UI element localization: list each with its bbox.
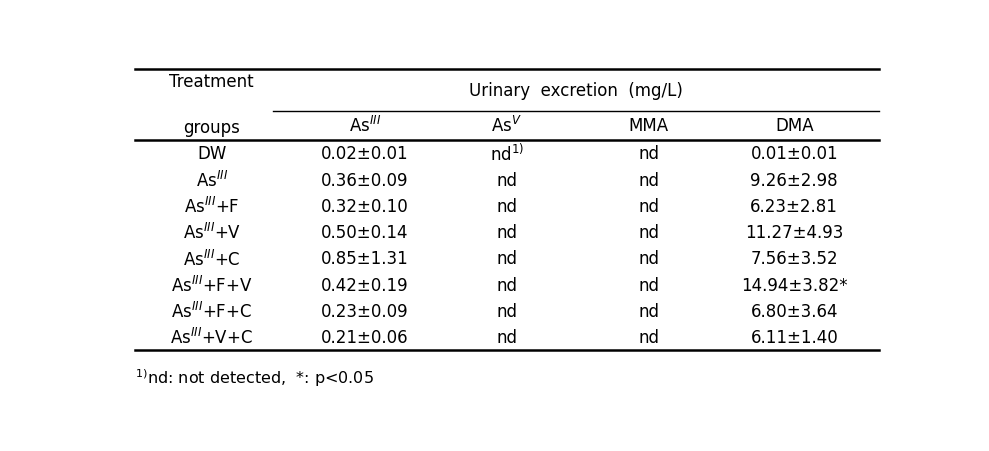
Text: $^{1)}$nd: not detected,  $*$: p<0.05: $^{1)}$nd: not detected, $*$: p<0.05 bbox=[135, 366, 374, 388]
Text: 0.85±1.31: 0.85±1.31 bbox=[321, 250, 408, 268]
Text: 0.01±0.01: 0.01±0.01 bbox=[751, 145, 838, 163]
Text: nd: nd bbox=[496, 224, 517, 242]
Text: nd: nd bbox=[496, 250, 517, 268]
Text: 7.56±3.52: 7.56±3.52 bbox=[751, 250, 838, 268]
Text: groups: groups bbox=[183, 119, 240, 137]
Text: nd: nd bbox=[638, 276, 659, 294]
Text: As$^{III}$: As$^{III}$ bbox=[196, 170, 227, 190]
Text: 0.36±0.09: 0.36±0.09 bbox=[321, 171, 408, 189]
Text: nd: nd bbox=[496, 198, 517, 216]
Text: As$^{III}$+C: As$^{III}$+C bbox=[183, 249, 240, 269]
Text: 0.42±0.19: 0.42±0.19 bbox=[321, 276, 408, 294]
Text: DW: DW bbox=[197, 145, 226, 163]
Text: As$^{III}$: As$^{III}$ bbox=[349, 116, 381, 136]
Text: As$^{III}$+F+V: As$^{III}$+F+V bbox=[171, 275, 252, 295]
Text: As$^{III}$+F+C: As$^{III}$+F+C bbox=[171, 301, 252, 322]
Text: nd: nd bbox=[496, 171, 517, 189]
Text: nd: nd bbox=[638, 329, 659, 346]
Text: nd: nd bbox=[638, 224, 659, 242]
Text: 6.11±1.40: 6.11±1.40 bbox=[751, 329, 838, 346]
Text: nd: nd bbox=[638, 302, 659, 320]
Text: 0.02±0.01: 0.02±0.01 bbox=[321, 145, 408, 163]
Text: 0.21±0.06: 0.21±0.06 bbox=[321, 329, 408, 346]
Text: 14.94±3.82*: 14.94±3.82* bbox=[741, 276, 848, 294]
Text: MMA: MMA bbox=[629, 117, 669, 135]
Text: 0.50±0.14: 0.50±0.14 bbox=[321, 224, 408, 242]
Text: Treatment: Treatment bbox=[169, 73, 254, 91]
Text: As$^{III}$+V+C: As$^{III}$+V+C bbox=[170, 327, 253, 348]
Text: nd$^{1)}$: nd$^{1)}$ bbox=[490, 143, 524, 165]
Text: As$^{III}$+F: As$^{III}$+F bbox=[184, 197, 239, 216]
Text: Urinary  excretion  (mg/L): Urinary excretion (mg/L) bbox=[469, 82, 682, 100]
Text: 0.32±0.10: 0.32±0.10 bbox=[321, 198, 408, 216]
Text: nd: nd bbox=[496, 329, 517, 346]
Text: 6.23±2.81: 6.23±2.81 bbox=[751, 198, 839, 216]
Text: nd: nd bbox=[638, 198, 659, 216]
Text: 6.80±3.64: 6.80±3.64 bbox=[751, 302, 838, 320]
Text: 11.27±4.93: 11.27±4.93 bbox=[745, 224, 844, 242]
Text: nd: nd bbox=[496, 276, 517, 294]
Text: 0.23±0.09: 0.23±0.09 bbox=[321, 302, 408, 320]
Text: nd: nd bbox=[638, 171, 659, 189]
Text: nd: nd bbox=[638, 145, 659, 163]
Text: nd: nd bbox=[638, 250, 659, 268]
Text: 9.26±2.98: 9.26±2.98 bbox=[751, 171, 838, 189]
Text: As$^{V}$: As$^{V}$ bbox=[492, 116, 522, 136]
Text: DMA: DMA bbox=[775, 117, 814, 135]
Text: As$^{III}$+V: As$^{III}$+V bbox=[183, 223, 241, 243]
Text: nd: nd bbox=[496, 302, 517, 320]
